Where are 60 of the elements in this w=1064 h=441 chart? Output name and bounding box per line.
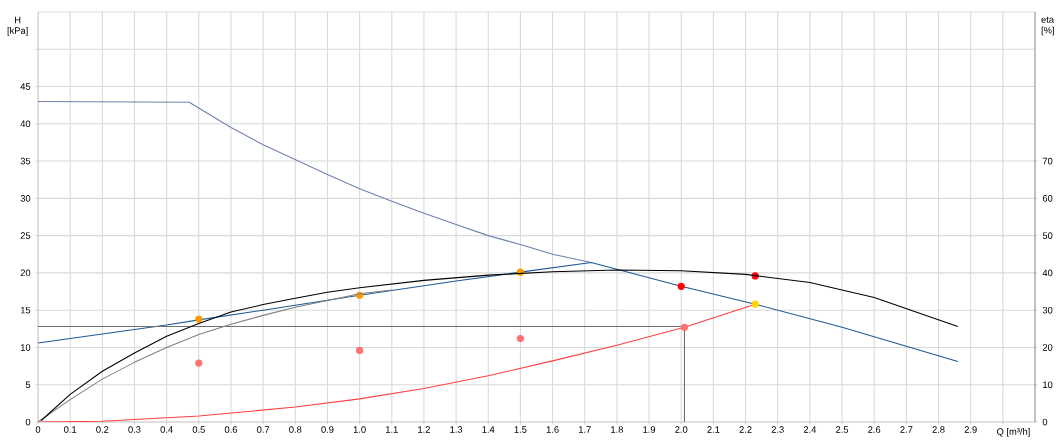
x-tick-label: 2.9: [964, 426, 977, 433]
y-axis-title: H [kPa]: [7, 16, 28, 36]
x-tick-label: 0.7: [257, 426, 270, 433]
y-tick-label: 35: [20, 157, 31, 165]
y-tick-label: 30: [20, 195, 31, 202]
x-tick-label: 2.3: [771, 426, 784, 433]
y2-tick-label: 10: [1043, 381, 1053, 389]
point: [195, 359, 203, 367]
x-tick-label: 2.2: [739, 426, 752, 433]
x-tick-label: 0.2: [96, 426, 109, 433]
x-tick-label: 1.9: [643, 426, 656, 433]
x-tick-label: 1.4: [482, 426, 495, 433]
y2-tick-label: 60: [1042, 195, 1053, 202]
y-tick-label: 5: [25, 381, 31, 388]
point: [751, 300, 759, 308]
x-tick-label: 0.6: [224, 426, 238, 433]
line-series: [38, 289, 393, 422]
y2-tick-label: 50: [1042, 232, 1053, 239]
x-tick-label: 0.8: [289, 426, 302, 433]
y2-tick-label: 30: [1042, 306, 1053, 314]
x-tick-label: 2.8: [932, 426, 945, 433]
x-axis-title: Q [m³/h]: [997, 428, 1030, 437]
x-tick-label: 1.1: [386, 426, 398, 433]
y-tick-label: 25: [20, 232, 31, 239]
x-tick-label: 1.2: [418, 426, 430, 433]
point: [680, 323, 689, 331]
line-series: [40, 269, 959, 422]
x-tick-label: 0.5: [192, 426, 205, 433]
x-tick-label: 1.3: [450, 426, 463, 433]
x-tick-label: 0.4: [160, 426, 173, 433]
y2-tick-label: 0: [1042, 418, 1048, 426]
y-tick-label: 45: [20, 83, 31, 90]
y-tick-label: 40: [20, 120, 31, 128]
y2-tick-label: 70: [1042, 157, 1053, 165]
x-tick-label: 1.8: [611, 426, 623, 433]
point: [516, 334, 525, 343]
x-tick-label: 2.0: [675, 426, 688, 433]
x-tick-label: 2.1: [707, 426, 720, 433]
y2-tick-label: 20: [1042, 344, 1053, 351]
x-tick-label: 1.5: [514, 426, 527, 433]
y-tick-label: 20: [20, 269, 31, 277]
x-tick-label: 0.1: [64, 426, 77, 433]
x-tick-label: 1.0: [353, 426, 366, 433]
y-tick-label: 10: [20, 344, 31, 351]
y-tick-label: 15: [20, 306, 31, 314]
x-tick-label: 1.6: [546, 426, 559, 433]
x-tick-label: 2.5: [836, 426, 849, 433]
y-tick-label: 0: [25, 418, 31, 426]
x-tick-label: 2.4: [803, 426, 817, 433]
x-tick-label: 1.7: [578, 426, 591, 433]
x-tick-label: 2.6: [868, 426, 881, 433]
x-tick-label: 0.9: [321, 426, 334, 433]
x-tick-label: 0: [35, 426, 41, 433]
point: [677, 282, 685, 290]
x-tick-label: 2.7: [900, 426, 913, 433]
y2-tick-label: 40: [1042, 269, 1053, 277]
point: [195, 315, 203, 323]
point: [356, 346, 364, 355]
x-tick-label: 0.3: [128, 426, 141, 433]
y2-axis-title: eta [%]: [1041, 16, 1055, 36]
